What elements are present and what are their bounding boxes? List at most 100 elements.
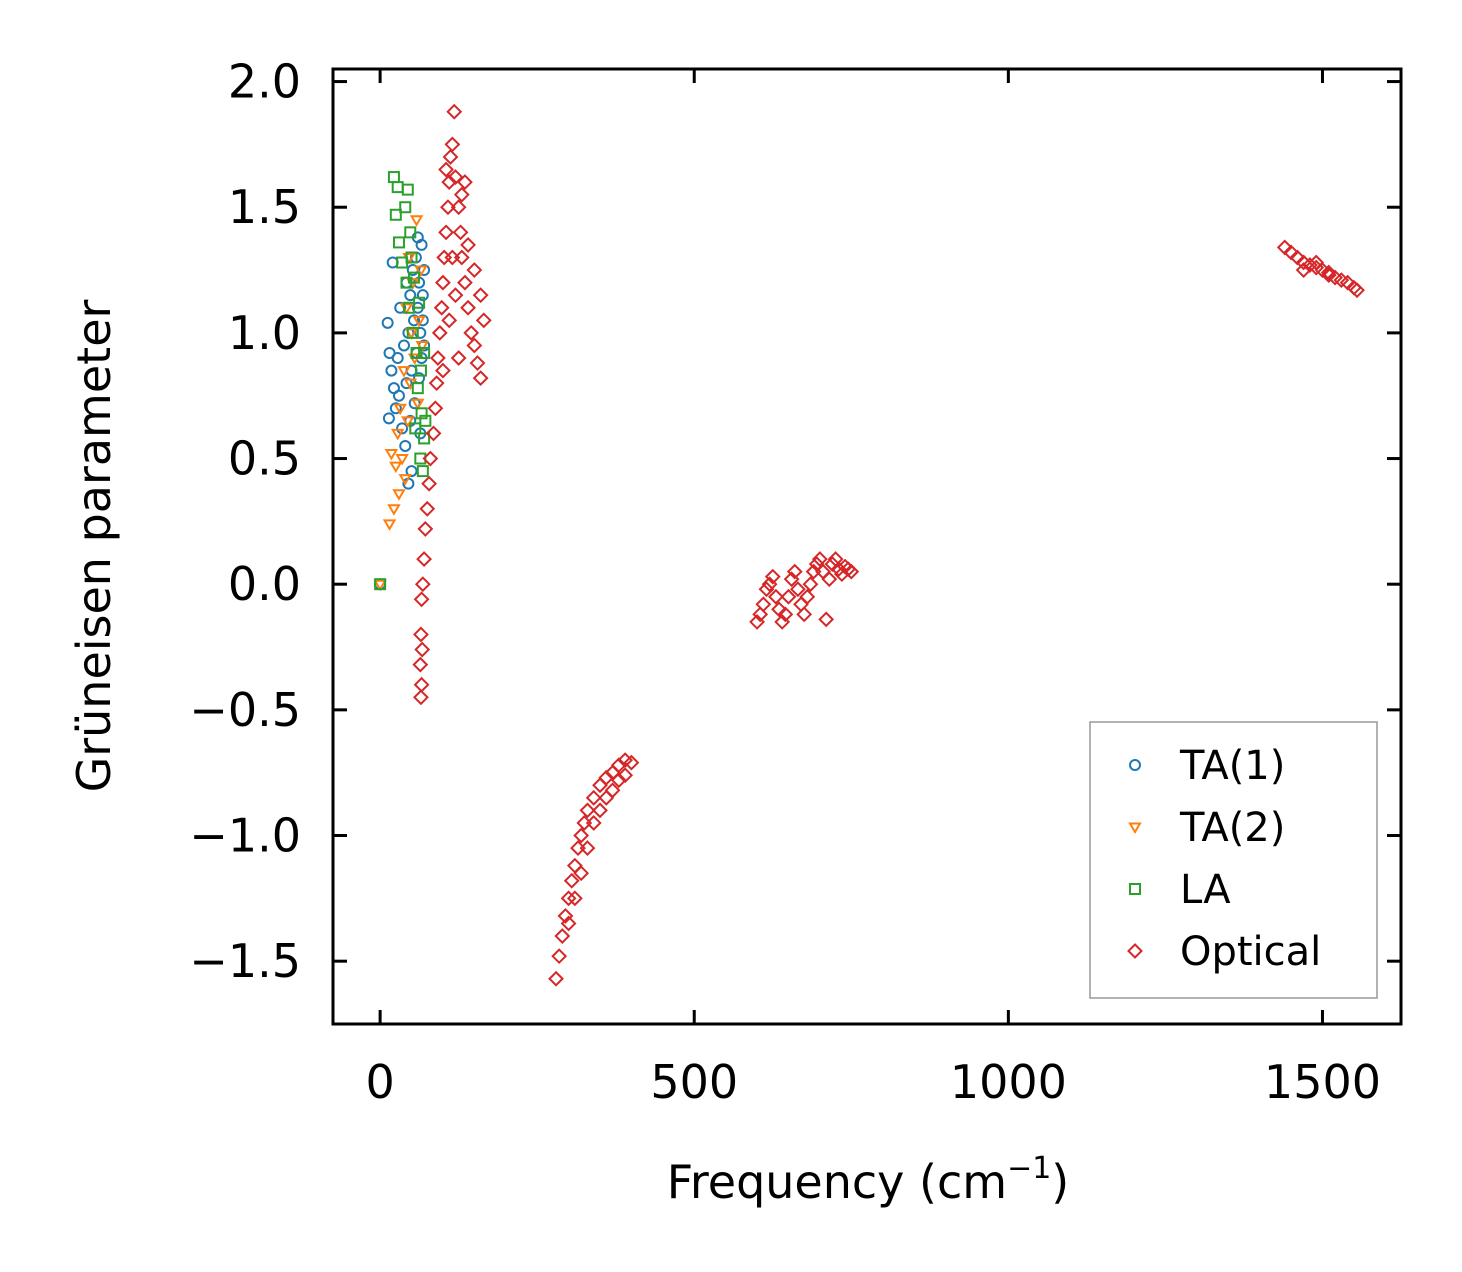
- point-ta-1: [397, 339, 410, 352]
- point-ta-2: [409, 215, 424, 227]
- point-optical: [764, 568, 781, 585]
- point-ta-1: [416, 314, 429, 327]
- point-optical: [453, 249, 470, 266]
- point-la: [410, 346, 423, 359]
- point-optical: [417, 520, 434, 537]
- point-optical: [447, 287, 464, 304]
- point-optical: [460, 237, 476, 253]
- point-optical: [592, 802, 608, 819]
- x-axis-label-superscript: −1: [1007, 1151, 1051, 1186]
- point-optical: [843, 563, 860, 580]
- point-optical: [752, 606, 769, 623]
- point-optical: [447, 169, 464, 185]
- point-ta-1: [385, 364, 398, 377]
- point-optical: [414, 641, 431, 658]
- point-optical: [610, 757, 627, 774]
- point-optical: [419, 500, 436, 517]
- point-la: [418, 432, 431, 445]
- point-optical: [563, 872, 580, 889]
- point-ta-2: [398, 474, 412, 486]
- point-optical: [566, 857, 583, 874]
- point-la: [413, 296, 426, 309]
- point-la: [387, 171, 400, 184]
- point-optical: [579, 802, 596, 819]
- point-ta-1: [396, 422, 409, 435]
- point-optical: [416, 551, 433, 567]
- x-axis-label-text: Frequency (cm: [667, 1155, 1007, 1209]
- y-tick-label: −0.5: [189, 683, 301, 737]
- point-ta-2: [412, 315, 426, 328]
- point-optical: [440, 199, 456, 216]
- point-optical: [554, 928, 571, 944]
- point-ta-1: [415, 238, 428, 251]
- point-optical: [441, 174, 458, 191]
- point-optical: [557, 908, 574, 924]
- point-optical: [780, 588, 797, 605]
- point-optical: [472, 370, 489, 387]
- point-optical: [560, 890, 577, 907]
- legend-label-ta-1: TA(1): [1179, 743, 1285, 789]
- point-optical: [1295, 262, 1312, 278]
- point-optical: [573, 827, 590, 844]
- legend-marker-ta-2: [1128, 822, 1142, 834]
- point-optical: [450, 199, 467, 216]
- point-la: [405, 251, 418, 264]
- point-la: [409, 422, 422, 435]
- point-optical: [413, 626, 429, 643]
- point-la: [404, 226, 417, 239]
- point-optical: [436, 249, 453, 266]
- point-optical: [438, 161, 454, 178]
- point-optical: [444, 249, 461, 266]
- point-optical: [450, 350, 467, 366]
- point-optical: [604, 782, 621, 799]
- point-ta-2: [389, 461, 403, 474]
- point-optical: [560, 915, 577, 932]
- point-ta-2: [401, 416, 415, 428]
- legend-label-ta-2: TA(2): [1179, 805, 1285, 851]
- point-optical: [573, 865, 590, 882]
- point-la: [414, 364, 427, 377]
- point-la: [374, 578, 387, 591]
- point-optical: [463, 324, 480, 341]
- point-la: [418, 346, 431, 359]
- point-optical: [1308, 254, 1325, 271]
- point-ta-1: [404, 289, 417, 302]
- point-ta-2: [393, 403, 407, 416]
- legend-marker-optical: [1127, 943, 1143, 959]
- point-optical: [469, 355, 486, 371]
- point-optical: [421, 475, 438, 492]
- point-la: [408, 271, 421, 284]
- point-la: [416, 465, 429, 478]
- point-ta-1: [408, 314, 421, 327]
- point-optical: [413, 591, 430, 608]
- y-tick-label: 0.0: [228, 557, 301, 611]
- point-optical: [460, 299, 476, 316]
- point-optical: [427, 400, 444, 417]
- point-ta-1: [389, 402, 402, 415]
- x-tick-label: 500: [650, 1055, 738, 1109]
- point-ta-2: [390, 428, 405, 441]
- point-optical: [1333, 272, 1350, 289]
- point-optical: [430, 350, 446, 366]
- legend-box: [1089, 721, 1378, 999]
- point-optical: [818, 611, 835, 628]
- point-ta-2: [411, 398, 425, 411]
- point-ta-1: [399, 439, 412, 452]
- x-tick-label: 0: [365, 1055, 394, 1109]
- point-optical: [422, 450, 439, 467]
- point-optical: [799, 588, 816, 605]
- point-optical: [425, 425, 442, 442]
- point-optical: [466, 262, 483, 278]
- point-ta-1: [394, 301, 407, 314]
- point-optical: [789, 581, 806, 598]
- plot-frame: [331, 67, 1403, 1026]
- point-optical: [457, 274, 473, 291]
- point-optical: [441, 312, 458, 329]
- point-optical: [438, 224, 454, 241]
- point-ta-1: [416, 289, 429, 302]
- point-optical: [413, 689, 429, 706]
- point-optical: [1308, 259, 1325, 276]
- y-tick-label: 2.0: [228, 55, 301, 109]
- point-optical: [433, 299, 450, 316]
